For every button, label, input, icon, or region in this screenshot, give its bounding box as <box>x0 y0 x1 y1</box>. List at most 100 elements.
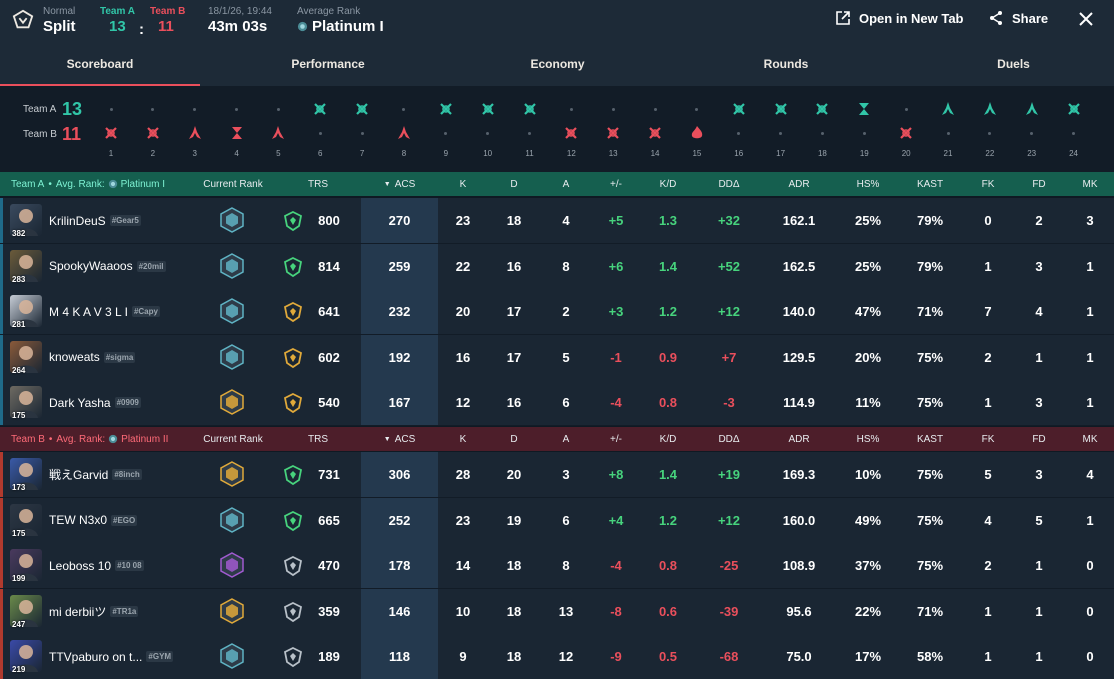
share-button[interactable]: Share <box>988 10 1048 26</box>
player-name[interactable]: TEW N3x0 <box>49 513 108 528</box>
timeline-round[interactable]: 22 <box>975 98 1005 168</box>
col-a[interactable]: A <box>562 178 570 190</box>
col-fd[interactable]: FD <box>1032 178 1046 190</box>
player-name-cell[interactable]: M 4 K A V 3 L I #Capy <box>49 289 160 334</box>
col-fk[interactable]: FK <box>981 178 995 190</box>
player-name-cell[interactable]: KrilinDeuS #Gear5 <box>49 198 141 243</box>
timeline-round[interactable]: 2 <box>138 98 168 168</box>
team-b-name: Team B <box>11 433 45 445</box>
col-adr[interactable]: ADR <box>788 433 810 445</box>
player-name-cell[interactable]: Dark Yasha #0909 <box>49 380 141 425</box>
col-dd[interactable]: DDΔ <box>718 433 740 445</box>
team-stripe <box>0 243 3 289</box>
timeline-round[interactable]: 5 <box>263 98 293 168</box>
tab-performance[interactable]: Performance <box>291 57 365 71</box>
stat-fd: 2 <box>1035 213 1043 228</box>
timeline-round[interactable]: 8 <box>389 98 419 168</box>
col-kast[interactable]: KAST <box>916 178 944 190</box>
player-row[interactable]: 247 mi derbiiツ #TR1a 359 146 10 18 13 -8 0.6 -39 95… <box>0 588 1114 635</box>
player-level: 382 <box>12 229 26 238</box>
player-name-cell[interactable]: SpookyWaaoos #20mil <box>49 244 166 289</box>
timeline-round[interactable]: 6 <box>305 98 335 168</box>
col-a[interactable]: A <box>562 433 570 445</box>
player-name[interactable]: mi derbiiツ <box>49 604 107 619</box>
timeline-round[interactable]: 10 <box>473 98 503 168</box>
player-row[interactable]: 219 TTVpaburo on t... #GYM 189 118 9 18 12 -9 0.5… <box>0 634 1114 679</box>
timeline-round[interactable]: 9 <box>431 98 461 168</box>
col-d[interactable]: D <box>510 178 518 190</box>
timeline-round[interactable]: 20 <box>891 98 921 168</box>
timeline-round[interactable]: 11 <box>515 98 545 168</box>
player-name-cell[interactable]: TTVpaburo on t... #GYM <box>49 634 174 679</box>
tab-scoreboard[interactable]: Scoreboard <box>0 42 200 86</box>
col-fk[interactable]: FK <box>981 433 995 445</box>
timeline-round[interactable]: 23 <box>1017 98 1047 168</box>
timeline-round[interactable]: 16 <box>724 98 754 168</box>
col-mk[interactable]: MK <box>1082 178 1098 190</box>
col-kd[interactable]: K/D <box>659 433 677 445</box>
close-icon[interactable] <box>1077 10 1095 28</box>
timeline-round[interactable]: 14 <box>640 98 670 168</box>
player-name[interactable]: knoweats <box>49 350 100 365</box>
col-adr[interactable]: ADR <box>788 178 810 190</box>
timeline-round[interactable]: 12 <box>556 98 586 168</box>
player-row[interactable]: 283 SpookyWaaoos #20mil 814 259 22 16 8 +6 1.4 +52… <box>0 243 1114 290</box>
player-name[interactable]: SpookyWaaoos <box>49 259 133 274</box>
stat-fd: 3 <box>1035 467 1043 482</box>
player-name[interactable]: M 4 K A V 3 L I <box>49 304 128 319</box>
player-row[interactable]: 199 Leoboss 10 #10 08 470 178 14 18 8 -4 0.8 -25 10… <box>0 543 1114 590</box>
timeline-round[interactable]: 18 <box>807 98 837 168</box>
player-name-cell[interactable]: Leoboss 10 #10 08 <box>49 543 144 588</box>
timeline-round[interactable]: 17 <box>766 98 796 168</box>
tab-rounds[interactable]: Rounds <box>763 57 809 71</box>
col-plus-minus[interactable]: +/- <box>610 433 622 445</box>
player-name-cell[interactable]: 戦えGarvid #8inch <box>49 452 142 497</box>
timeline-round[interactable]: 24 <box>1059 98 1089 168</box>
player-row[interactable]: 264 knoweats #sigma 602 192 16 17 5 -1 0.9 +7 129.5… <box>0 334 1114 381</box>
player-name[interactable]: Dark Yasha <box>49 395 111 410</box>
player-name-cell[interactable]: knoweats #sigma <box>49 335 136 380</box>
player-row[interactable]: 382 KrilinDeuS #Gear5 800 270 23 18 4 +5 1.3 +32 16… <box>0 198 1114 244</box>
timeline-round[interactable]: 4 <box>222 98 252 168</box>
col-kast[interactable]: KAST <box>916 433 944 445</box>
tab-duels[interactable]: Duels <box>997 57 1030 71</box>
col-hs[interactable]: HS% <box>856 178 880 190</box>
player-name-cell[interactable]: mi derbiiツ #TR1a <box>49 589 139 634</box>
timeline-round[interactable]: 13 <box>598 98 628 168</box>
player-name[interactable]: KrilinDeuS <box>49 213 106 228</box>
player-row[interactable]: 175 TEW N3x0 #EGO 665 252 23 19 6 +4 1.2 +12 160.0 4… <box>0 497 1114 544</box>
player-row[interactable]: 173 戦えGarvid #8inch 731 306 28 20 3 +8 1.4 +19 169.… <box>0 452 1114 498</box>
agent-portrait <box>10 549 42 582</box>
col-trs[interactable]: TRS <box>308 178 328 190</box>
timeline-round[interactable]: 3 <box>180 98 210 168</box>
player-name-cell[interactable]: TEW N3x0 #EGO <box>49 498 138 543</box>
col-acs[interactable]: ▼ ACS <box>383 433 416 445</box>
player-row[interactable]: 175 Dark Yasha #0909 540 167 12 16 6 -4 0.8 -3 114.… <box>0 380 1114 427</box>
col-mk[interactable]: MK <box>1082 433 1098 445</box>
timeline-round[interactable]: 19 <box>849 98 879 168</box>
col-d[interactable]: D <box>510 433 518 445</box>
col-dd[interactable]: DDΔ <box>718 178 740 190</box>
agent-portrait <box>10 340 42 373</box>
col-k[interactable]: K <box>459 178 467 190</box>
player-row[interactable]: 281 M 4 K A V 3 L I #Capy 641 232 20 17 2 +3 1.2 +… <box>0 289 1114 336</box>
timeline-round[interactable]: 21 <box>933 98 963 168</box>
team-b-score-block: Team B 11 <box>150 6 185 35</box>
timeline-round[interactable]: 7 <box>347 98 377 168</box>
col-acs[interactable]: ▼ ACS <box>383 178 416 190</box>
timeline-round[interactable]: 15 <box>682 98 712 168</box>
player-name[interactable]: Leoboss 10 <box>49 558 112 573</box>
player-name[interactable]: TTVpaburo on t... <box>49 649 143 664</box>
player-name[interactable]: 戦えGarvid <box>49 468 109 482</box>
col-k[interactable]: K <box>459 433 467 445</box>
col-plus-minus[interactable]: +/- <box>610 178 622 190</box>
timeline-round[interactable]: 1 <box>96 98 126 168</box>
col-hs[interactable]: HS% <box>856 433 880 445</box>
tab-economy[interactable]: Economy <box>530 57 585 71</box>
team-stripe <box>0 289 3 335</box>
open-new-tab-button[interactable]: Open in New Tab <box>835 10 964 26</box>
time-expired-icon <box>859 103 870 115</box>
col-trs[interactable]: TRS <box>308 433 328 445</box>
col-kd[interactable]: K/D <box>659 178 677 190</box>
col-fd[interactable]: FD <box>1032 433 1046 445</box>
